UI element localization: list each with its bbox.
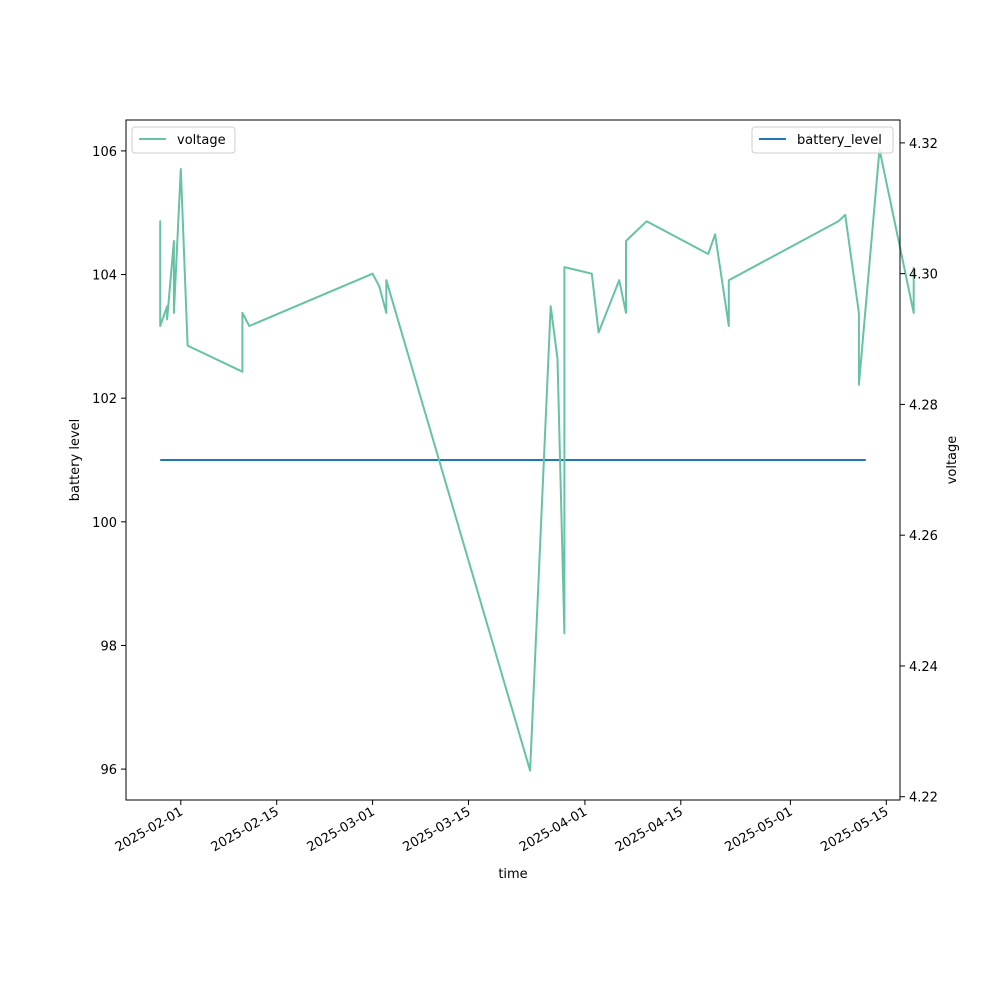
- x-tick: 2025-02-01: [113, 800, 186, 855]
- x-tick: 2025-04-15: [613, 800, 686, 855]
- plot-frame: [125, 119, 901, 801]
- y-left-tick-label: 100: [92, 516, 117, 531]
- y-left-tick: 102: [92, 392, 126, 407]
- legend-battery-level-label: battery_level: [797, 133, 882, 148]
- y-axis-left: 96 98 100 102 104 106: [92, 145, 126, 778]
- legend-frame: [131, 126, 236, 154]
- y-left-tick: 106: [92, 145, 126, 160]
- y-left-tick-label: 98: [100, 639, 117, 654]
- x-tick: 2025-03-15: [401, 800, 474, 855]
- y-axis-right: 4.22 4.24 4.26 4.28 4.30 4.32: [900, 137, 938, 806]
- x-tick-label: 2025-04-15: [613, 804, 686, 855]
- y-right-tick: 4.22: [900, 791, 938, 806]
- y-left-tick-label: 96: [100, 763, 117, 778]
- y-right-tick-label: 4.26: [909, 529, 938, 544]
- y-left-tick-label: 102: [92, 392, 117, 407]
- y-right-tick-label: 4.24: [909, 660, 938, 675]
- y-left-tick-label: 104: [92, 269, 117, 284]
- y-right-tick-label: 4.30: [909, 268, 938, 283]
- legend-voltage-label: voltage: [177, 133, 226, 148]
- series-line-voltage: [159, 148, 915, 772]
- y-right-tick-label: 4.32: [909, 137, 938, 152]
- x-tick: 2025-05-01: [722, 800, 795, 855]
- y-left-tick: 96: [100, 763, 126, 778]
- x-tick-label: 2025-02-01: [113, 804, 186, 855]
- legend-voltage: voltage: [131, 126, 236, 154]
- x-tick: 2025-03-01: [305, 800, 378, 855]
- x-axis-label: time: [498, 867, 527, 882]
- legend-frame: [751, 126, 894, 154]
- y-right-tick: 4.26: [900, 529, 938, 544]
- x-tick-label: 2025-05-01: [722, 804, 795, 855]
- x-tick-label: 2025-03-01: [305, 804, 378, 855]
- y-right-tick: 4.24: [900, 660, 938, 675]
- y-axis-right-label: voltage: [945, 436, 960, 485]
- y-right-tick-label: 4.22: [909, 791, 938, 806]
- y-axis-left-label: battery level: [68, 419, 83, 502]
- y-left-tick: 98: [100, 639, 126, 654]
- y-right-tick: 4.32: [900, 137, 938, 152]
- y-right-tick-label: 4.28: [909, 398, 938, 413]
- legend-battery-level: battery_level: [751, 126, 894, 154]
- series-layer: [159, 148, 915, 772]
- x-tick-label: 2025-02-15: [209, 804, 282, 855]
- x-tick: 2025-02-15: [209, 800, 282, 855]
- y-right-tick: 4.30: [900, 268, 938, 283]
- x-tick: 2025-05-15: [818, 800, 891, 855]
- y-left-tick: 104: [92, 269, 126, 284]
- x-tick-label: 2025-03-15: [401, 804, 474, 855]
- y-left-tick: 100: [92, 516, 126, 531]
- x-axis: 2025-02-01 2025-02-15 2025-03-01 2025-03-15…: [113, 800, 891, 855]
- y-left-tick-label: 106: [92, 145, 117, 160]
- x-tick-label: 2025-04-01: [517, 804, 590, 855]
- x-tick: 2025-04-01: [517, 800, 590, 855]
- y-right-tick: 4.28: [900, 398, 938, 413]
- x-tick-label: 2025-05-15: [818, 804, 891, 855]
